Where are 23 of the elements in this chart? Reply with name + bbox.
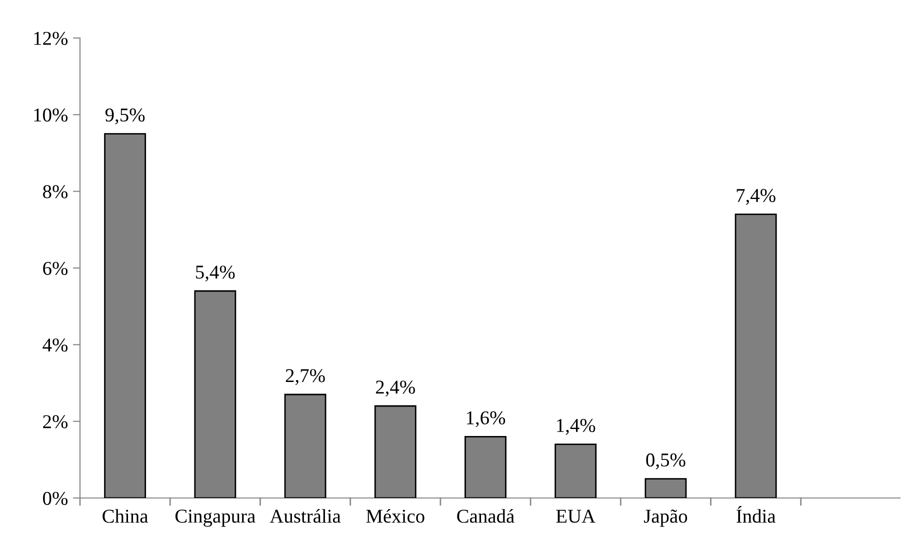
- y-tick-label: 2%: [43, 415, 68, 428]
- x-tick-label: EUA: [556, 510, 596, 523]
- x-tick-label: México: [366, 509, 424, 523]
- x-tick-label: Canadá: [457, 509, 514, 523]
- y-tick-label: 12%: [34, 32, 68, 45]
- data-label: 2,7%: [286, 369, 325, 386]
- x-tick-label: Índia: [736, 506, 776, 523]
- data-label: 7,4%: [736, 188, 776, 205]
- data-label: 1,4%: [557, 418, 596, 435]
- y-tick-label: 4%: [42, 338, 68, 352]
- data-label: 2,4%: [376, 380, 415, 397]
- y-tick-label: 6%: [43, 262, 68, 275]
- x-tick-label: Austrália: [270, 509, 341, 523]
- data-label: 1,6%: [466, 411, 506, 428]
- data-label: 0,5%: [646, 453, 686, 470]
- x-tick-label: Cingapura: [175, 510, 256, 527]
- data-label: 5,4%: [196, 266, 235, 282]
- y-tick-label: 10%: [34, 108, 68, 122]
- data-label: 9,5%: [105, 108, 145, 124]
- x-tick-label: China: [102, 509, 148, 523]
- y-tick-label: 0%: [43, 492, 68, 505]
- x-tick-label: Japão: [644, 510, 688, 527]
- y-tick-label: 8%: [43, 185, 68, 198]
